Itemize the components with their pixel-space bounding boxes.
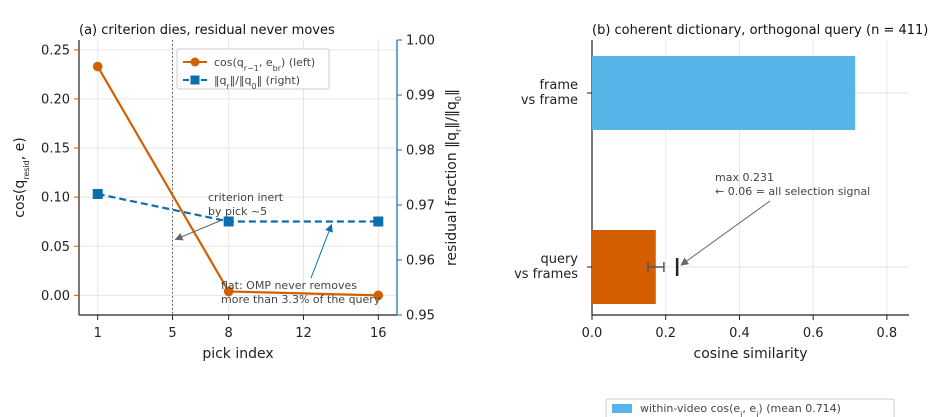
y-right-tick-label: 0.95: [406, 309, 435, 324]
annotation-max-arrow: [680, 200, 771, 266]
b-x-tick-label: 0.4: [729, 326, 750, 341]
legend-a-marker-square: [190, 75, 200, 85]
legend-a-label-1: cos(qr−1, ebr) (left): [214, 56, 315, 73]
legend-b-box: [605, 398, 895, 417]
bar-1: [592, 56, 856, 130]
series-2-point: [223, 216, 234, 227]
b-x-tick-label: 0.0: [582, 326, 603, 341]
b-x-axis-label: cosine similarity: [694, 346, 808, 362]
y-left-tick-label: 0.10: [41, 191, 70, 206]
series-2-point: [92, 189, 103, 199]
series-line-1: [96, 65, 379, 297]
b-category-label-line1: query: [540, 252, 578, 267]
y-right-tick-label: 0.97: [406, 199, 435, 214]
legend-b-swatch: [612, 404, 632, 413]
b-x-tick-label: 0.6: [803, 326, 824, 341]
annotation-flat-line2: more than 3.3% of the query: [221, 293, 381, 306]
annotation-max-line2: ← 0.06 = all selection signal: [715, 185, 870, 198]
y-right-tick-label: 0.96: [406, 254, 435, 269]
y-left-tick-label: 0.20: [41, 92, 70, 107]
b-category-label-line2: vs frame: [521, 93, 578, 108]
y-right-tick-label: 0.99: [406, 89, 435, 104]
annotation-criterion-arrow: [174, 219, 223, 241]
y-right-tick-label: 1.00: [406, 34, 435, 49]
b-x-tick-label: 0.2: [655, 326, 676, 341]
y-right-axis-label: residual fraction ‖qr‖/‖q0‖: [444, 89, 463, 266]
b-category-label-line1: frame: [539, 78, 578, 93]
y-right-tick-label: 0.98: [406, 144, 435, 159]
annotation-flat-arrow: [310, 223, 333, 279]
y-left-tick-label: 0.25: [41, 43, 70, 58]
bar-2: [592, 230, 656, 304]
series-1-point: [373, 290, 384, 301]
y-left-axis-label: cos(qresid, e): [12, 137, 31, 217]
b-x-tick-label: 0.8: [877, 326, 898, 341]
y-left-tick-label: 0.15: [41, 142, 70, 157]
y-left-tick-label: 0.00: [41, 289, 70, 304]
x-tick-label: 8: [225, 326, 233, 341]
legend-a-label-2: ‖qr‖/‖q0‖ (right): [214, 74, 300, 91]
legend-a-box: [176, 48, 330, 90]
x-tick-label: 5: [168, 326, 176, 341]
annotation-max-line1: max 0.231: [715, 171, 774, 184]
panel-b-title: (b) coherent dictionary, orthogonal quer…: [592, 23, 928, 38]
legend-a-marker-circle: [190, 57, 200, 67]
panel-a-title: (a) criterion dies, residual never moves: [79, 23, 335, 38]
annotation-flat-line1: flat: OMP never removes: [221, 279, 357, 292]
y-left-tick-label: 0.05: [41, 240, 70, 255]
series-1-point: [92, 61, 103, 72]
series-1-point: [223, 286, 234, 297]
annotation-criterion-line2: by pick ~5: [208, 205, 267, 218]
b-category-label-line2: vs frames: [514, 267, 578, 282]
x-tick-label: 12: [295, 326, 312, 341]
x-tick-label: 16: [370, 326, 387, 341]
annotation-criterion-line1: criterion inert: [208, 191, 284, 204]
series-2-point: [373, 216, 384, 227]
x-axis-label: pick index: [202, 346, 273, 362]
x-tick-label: 1: [94, 326, 102, 341]
legend-b-label: within-video cos(ei, ej) (mean 0.714): [640, 402, 841, 417]
